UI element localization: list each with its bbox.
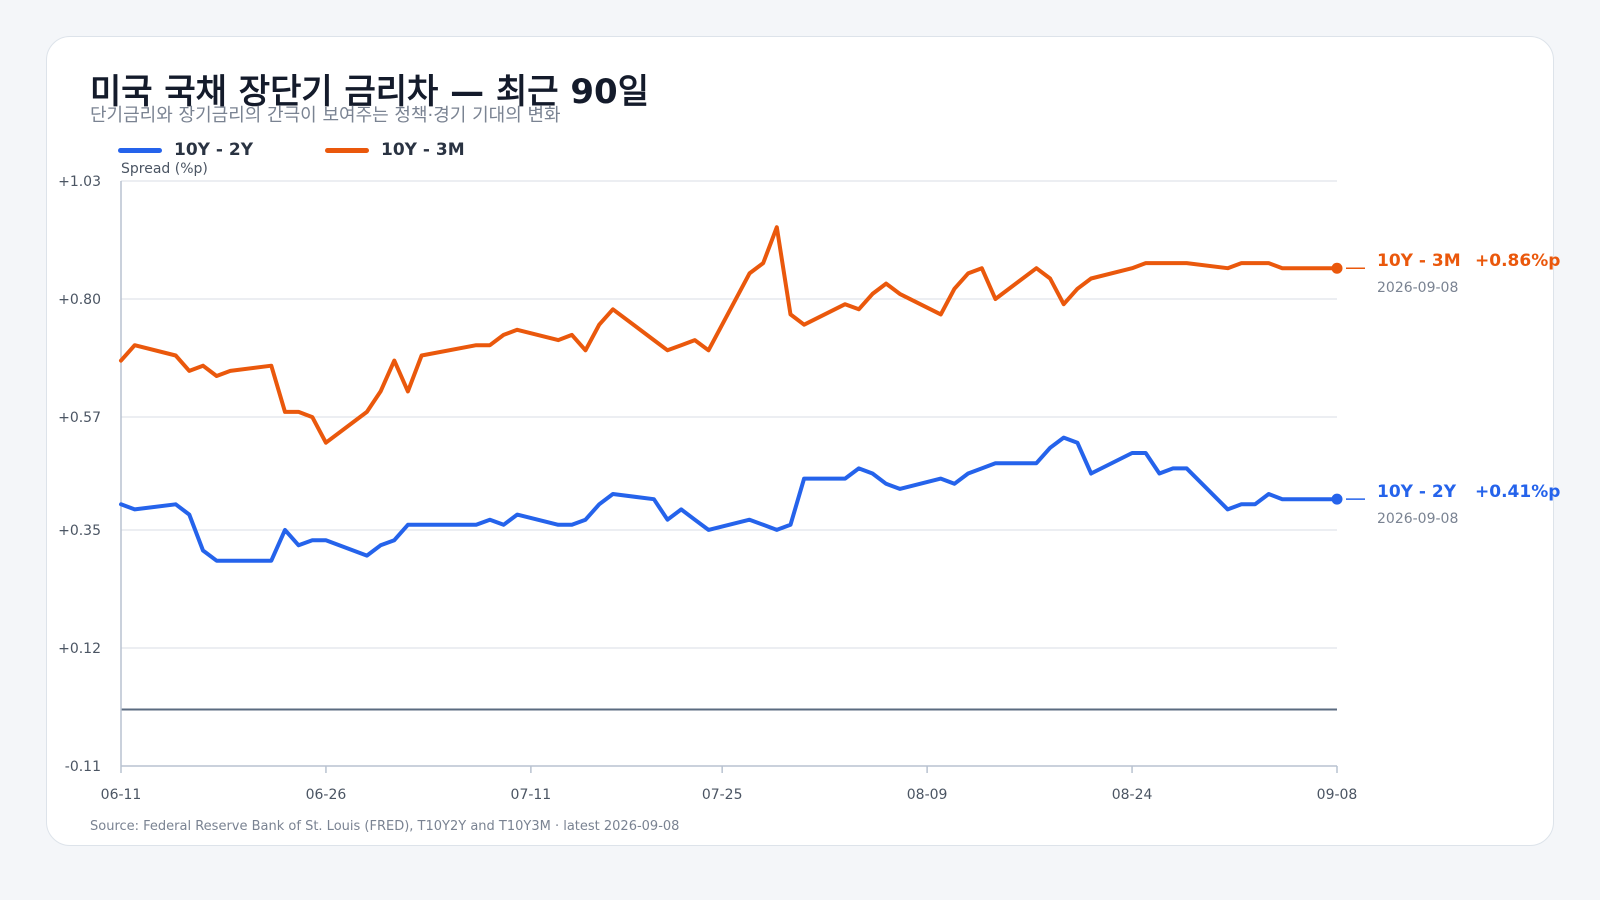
series-line-10y-3m	[119, 225, 1339, 445]
x-tick-label: 09-08	[1317, 787, 1358, 803]
legend-item-10y-3m[interactable]: 10Y - 3M	[325, 140, 465, 160]
page-title: 미국 국채 장단기 금리차 — 최근 90일	[90, 72, 649, 112]
end-label-name: 10Y - 2Y	[1377, 482, 1457, 502]
legend-label-10y-3m: 10Y - 3M	[381, 140, 465, 160]
x-tick-label: 07-11	[511, 787, 552, 803]
end-label-name: 10Y - 3M	[1377, 251, 1461, 271]
y-tick-label: +0.35	[58, 523, 101, 539]
chart-legend: 10Y - 2Y 10Y - 3M	[118, 138, 537, 162]
page-subtitle: 단기금리와 장기금리의 간극이 보여주는 정책·경기 기대의 변화	[90, 105, 561, 126]
series-layer	[119, 225, 1343, 563]
x-tick-label: 06-11	[101, 787, 142, 803]
x-tick-label: 07-25	[702, 787, 743, 803]
end-label-date: 2026-09-08	[1377, 280, 1458, 296]
x-tick-label: 08-09	[907, 787, 948, 803]
grid-layer	[121, 180, 1337, 711]
y-tick-label: -0.11	[65, 759, 101, 775]
series-end-point	[1331, 262, 1343, 274]
y-tick-label: +1.03	[58, 174, 101, 190]
legend-item-10y-2y[interactable]: 10Y - 2Y	[118, 140, 253, 160]
end-label-value: +0.86%p	[1475, 251, 1560, 271]
chart-card	[46, 36, 1554, 846]
label-layer: 10Y - 2Y +0.41%p 2026-09-08 10Y - 3M +0.86%p…	[1346, 251, 1560, 527]
legend-label-10y-2y: 10Y - 2Y	[174, 140, 253, 160]
end-label-value: +0.41%p	[1475, 482, 1560, 502]
legend-swatch-10y-3m	[325, 147, 369, 153]
series-end-point	[1331, 493, 1343, 505]
legend-swatch-10y-2y	[118, 147, 162, 153]
y-axis-title: Spread (%p)	[121, 161, 208, 177]
source-note: Source: Federal Reserve Bank of St. Loui…	[90, 819, 680, 834]
y-tick-label: +0.57	[58, 410, 101, 426]
end-label-date: 2026-09-08	[1377, 511, 1458, 527]
series-line-10y-2y	[119, 435, 1339, 563]
y-tick-label: +0.80	[58, 292, 101, 308]
x-tick-label: 08-24	[1112, 787, 1153, 803]
axis-layer: +1.03 +0.80 +0.57 +0.35 +0.12 -0.11 Spread (%p…	[58, 161, 1357, 803]
x-tick-label: 06-26	[306, 787, 347, 803]
y-tick-label: +0.12	[58, 641, 101, 657]
